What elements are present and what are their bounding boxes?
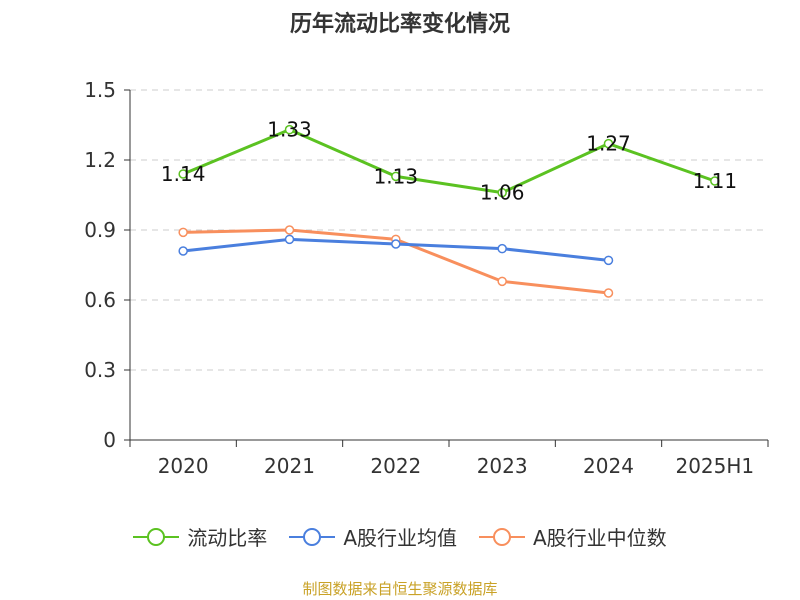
data-point [284,234,295,245]
y-tick-label: 0.3 [84,358,116,382]
series-lines [178,124,720,298]
data-label: 1.13 [374,164,419,188]
data-label: 1.06 [480,181,525,205]
data-point [710,176,720,186]
legend-item-series-1[interactable]: A股行业均值 [289,522,457,551]
data-point [178,169,188,179]
y-tick-label: 0 [103,428,116,452]
y-tick-label: 0.6 [84,288,116,312]
y-tick-label: 1.2 [84,148,116,172]
data-label: 1.14 [161,162,206,186]
data-point [178,246,188,256]
data-point [603,138,614,149]
y-tick-label: 1.5 [84,78,116,102]
data-point [178,227,188,238]
legend-label: A股行业中位数 [533,526,667,550]
legend-label: 流动比率 [187,526,268,550]
data-label: 1.33 [267,118,312,142]
source-note: 制图数据来自恒生聚源数据库 [302,580,498,598]
series-line-0 [182,128,716,195]
legend-item-series-2[interactable]: A股行业中位数 [479,522,667,551]
legend-label: A股行业均值 [343,526,457,550]
legend-marker-icon [479,527,525,546]
y-tick-label: 0.9 [84,218,116,242]
x-tick-label: 2021 [264,454,315,478]
legend-item-series-0[interactable]: 流动比率 [133,522,267,551]
data-point [497,243,507,254]
data-label: 1.11 [693,169,738,193]
data-point [603,288,614,298]
legend: 流动比率 A股行业均值 A股行业中位数 [0,522,800,551]
x-tick-label: 2022 [370,454,421,478]
data-point [391,239,401,249]
gridlines [130,89,768,371]
data-point [497,187,507,198]
x-tick-label: 2023 [477,454,528,478]
data-point [497,276,507,287]
legend-marker-icon [133,527,180,546]
legend-marker-icon [289,527,336,546]
data-point [603,255,614,266]
axes: 0 0.3 0.6 0.9 1.2 1.5 2020 2021 2022 2023 2024 2025… [84,78,769,478]
data-label: 1.27 [586,132,631,156]
x-tick-label: 2024 [583,454,634,478]
data-point [391,171,401,182]
data-point [284,225,295,235]
chart-title: 历年流动比率变化情况 [289,12,510,37]
data-point [284,124,295,135]
x-tick-label: 2025H1 [675,454,754,478]
data-labels: 1.14 1.33 1.13 1.06 1.27 1.11 [161,118,737,205]
x-tick-label: 2020 [158,454,209,478]
